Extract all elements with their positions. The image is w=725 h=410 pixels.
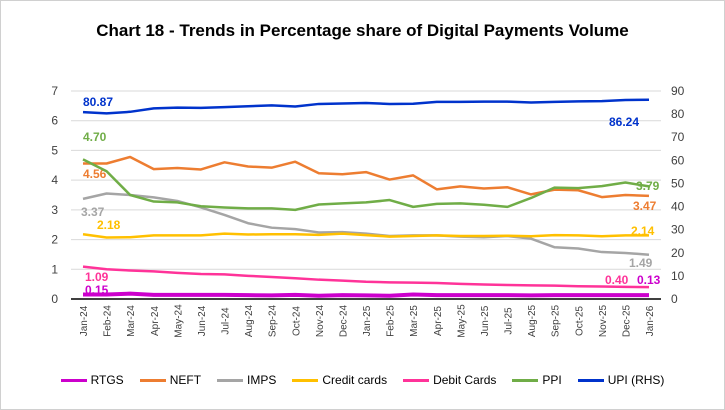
y-tick-label: 7 <box>51 84 58 98</box>
legend-swatch <box>577 378 604 382</box>
data-label: 3.37 <box>81 205 105 219</box>
x-tick-label: Jul-25 <box>504 307 515 335</box>
series-line-debit-cards <box>82 265 650 289</box>
legend-swatch <box>292 378 319 382</box>
x-tick-label: Mar-25 <box>409 305 420 337</box>
x-tick-label: Apr-25 <box>433 306 444 336</box>
data-label: 3.47 <box>633 199 657 213</box>
x-tick-label: Sep-25 <box>551 304 562 337</box>
x-tick-label: May-24 <box>173 304 184 338</box>
x-tick-label: Nov-24 <box>315 304 326 337</box>
legend-label: RTGS <box>90 373 124 387</box>
data-label: 86.24 <box>609 115 639 129</box>
y2-tick-label: 90 <box>671 84 685 98</box>
y-tick-label: 1 <box>51 262 58 276</box>
x-tick-label: Oct-25 <box>574 306 585 336</box>
x-tick-label: Jul-24 <box>221 307 232 335</box>
legend-swatch <box>512 378 539 382</box>
x-tick-label: Jan-26 <box>645 305 656 336</box>
data-label: 0.15 <box>85 283 109 297</box>
legend-label: NEFT <box>169 373 202 387</box>
y2-tick-label: 0 <box>671 292 678 306</box>
legend-item: Debit Cards <box>403 373 496 387</box>
legend-label: Debit Cards <box>433 373 497 387</box>
legend-swatch <box>403 378 430 382</box>
legend-item: UPI (RHS) <box>577 373 665 387</box>
y2-tick-label: 70 <box>671 130 685 144</box>
data-label: 3.79 <box>636 179 660 193</box>
data-label: 1.49 <box>629 256 653 270</box>
x-tick-label: Aug-24 <box>244 304 255 337</box>
y-tick-label: 2 <box>51 233 58 247</box>
x-tick-label: Mar-24 <box>126 305 137 337</box>
y2-tick-label: 10 <box>671 269 685 283</box>
legend-item: NEFT <box>139 373 202 387</box>
y2-tick-label: 50 <box>671 176 685 190</box>
data-label: 2.14 <box>631 224 655 238</box>
y2-tick-label: 60 <box>671 153 685 167</box>
series-line-ppi <box>82 158 650 212</box>
legend-item: PPI <box>512 373 562 387</box>
x-tick-label: Jun-24 <box>197 305 208 336</box>
y2-tick-label: 40 <box>671 200 685 214</box>
series-line-imps <box>82 192 650 256</box>
x-tick-label: Dec-25 <box>621 304 632 337</box>
legend-swatch <box>139 378 166 382</box>
data-label: 80.87 <box>83 95 113 109</box>
legend-swatch <box>60 378 87 382</box>
y-tick-label: 5 <box>51 143 58 157</box>
x-tick-label: Jun-25 <box>480 305 491 336</box>
y2-tick-label: 80 <box>671 107 685 121</box>
x-tick-label: Jan-25 <box>362 305 373 336</box>
y-tick-label: 0 <box>51 292 58 306</box>
data-label: 1.09 <box>85 270 109 284</box>
legend-item: IMPS <box>217 373 276 387</box>
x-tick-label: Nov-25 <box>598 304 609 337</box>
series-line-rtgs <box>83 291 649 298</box>
x-tick-label: Aug-25 <box>527 304 538 337</box>
legend: RTGS NEFT IMPS Credit cards Debit Cards PPI UP… <box>1 373 724 387</box>
legend-label: IMPS <box>247 373 277 387</box>
y-tick-label: 4 <box>51 173 58 187</box>
legend-item: RTGS <box>60 373 124 387</box>
x-tick-label: Dec-24 <box>338 304 349 337</box>
y-tick-label: 3 <box>51 203 58 217</box>
data-label: 4.56 <box>83 167 107 181</box>
legend-item: Credit cards <box>292 373 387 387</box>
legend-label: Credit cards <box>322 373 388 387</box>
x-tick-label: Apr-24 <box>150 306 161 336</box>
x-tick-label: May-25 <box>456 304 467 338</box>
y-tick-label: 6 <box>51 114 58 128</box>
y2-tick-label: 30 <box>671 223 685 237</box>
series-line-upi-rhs- <box>82 98 650 115</box>
x-tick-label: Feb-24 <box>103 305 114 337</box>
data-label: 0.40 <box>605 273 629 287</box>
legend-swatch <box>217 378 244 382</box>
series-line-credit-cards <box>82 232 649 239</box>
data-label: 2.18 <box>97 218 121 232</box>
legend-label: UPI (RHS) <box>607 373 665 387</box>
x-tick-label: Jan-24 <box>79 305 90 336</box>
x-tick-label: Feb-25 <box>386 305 397 337</box>
chart-title: Chart 18 - Trends in Percentage share of… <box>96 21 629 40</box>
data-label: 4.70 <box>83 130 107 144</box>
series-line-neft <box>83 155 650 199</box>
data-label: 0.13 <box>637 273 661 287</box>
x-tick-label: Oct-24 <box>291 306 302 336</box>
x-tick-label: Sep-24 <box>268 304 279 337</box>
y2-tick-label: 20 <box>671 246 685 260</box>
legend-label: PPI <box>542 373 562 387</box>
